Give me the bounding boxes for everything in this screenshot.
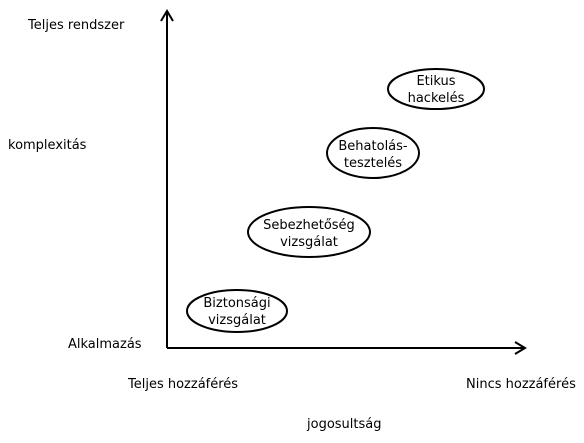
node-vulnerability-assessment-line2: vizsgálat xyxy=(280,235,338,250)
node-vulnerability-assessment: Sebezhetőség vizsgálat xyxy=(247,206,371,258)
y-axis-bottom-label: Alkalmazás xyxy=(68,337,142,352)
x-axis-left-label: Teljes hozzáférés xyxy=(127,377,238,392)
node-penetration-testing-line2: tesztelés xyxy=(344,156,402,171)
node-penetration-testing-line1: Behatolás- xyxy=(338,139,408,154)
node-penetration-testing: Behatolás- tesztelés xyxy=(326,127,420,179)
x-axis-arrowhead xyxy=(514,341,527,355)
node-vulnerability-assessment-shape xyxy=(247,206,371,258)
x-axis-right-label: Nincs hozzáférés xyxy=(466,377,576,392)
x-axis-title: jogosultság xyxy=(306,417,381,432)
node-security-audit: Biztonsági vizsgálat xyxy=(186,289,288,333)
node-security-audit-shape xyxy=(186,289,288,333)
y-axis-arrowhead xyxy=(160,9,174,22)
node-vulnerability-assessment-line1: Sebezhetőség xyxy=(263,218,355,233)
node-ethical-hacking-line1: Etikus xyxy=(416,74,455,89)
node-ethical-hacking-line2: hackelés xyxy=(408,91,465,106)
y-axis-top-label: Teljes rendszer xyxy=(27,18,125,33)
node-ethical-hacking-shape xyxy=(387,68,485,110)
node-security-audit-line2: vizsgálat xyxy=(208,313,266,328)
node-penetration-testing-shape xyxy=(326,127,420,179)
axes xyxy=(160,9,527,355)
node-security-audit-line1: Biztonsági xyxy=(203,296,270,311)
node-ethical-hacking: Etikus hackelés xyxy=(387,68,485,110)
y-axis-title: komplexitás xyxy=(8,138,87,153)
